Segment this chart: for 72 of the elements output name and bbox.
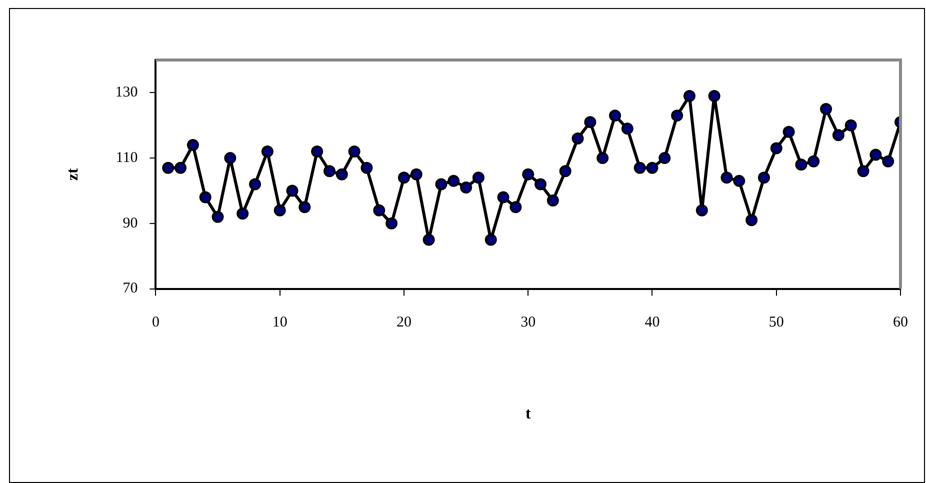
point (261, 146, 274, 158)
point (162, 162, 174, 174)
point (770, 142, 782, 154)
point (559, 165, 572, 178)
point (286, 184, 298, 197)
point (510, 201, 522, 214)
y-tick-label: 90 (122, 215, 138, 232)
x-tick-label: 30 (520, 314, 536, 331)
point (422, 234, 435, 246)
point (224, 152, 236, 164)
point (572, 132, 584, 144)
point (386, 217, 398, 230)
point (435, 178, 448, 190)
point (782, 126, 795, 138)
point (497, 191, 510, 204)
x-axis-title: t (525, 406, 532, 423)
point (708, 90, 720, 102)
point (832, 129, 844, 142)
x-tick-label: 50 (768, 314, 784, 331)
x-tick-label: 10 (272, 314, 288, 331)
point (360, 162, 373, 174)
point (199, 191, 212, 204)
point (460, 181, 472, 194)
point (696, 204, 708, 216)
point (646, 162, 658, 174)
point (174, 162, 187, 174)
point (348, 146, 360, 158)
point (671, 110, 684, 122)
point (546, 194, 559, 207)
point (298, 201, 311, 214)
point (795, 158, 808, 171)
point (870, 148, 882, 161)
point (249, 178, 262, 190)
point (746, 214, 758, 226)
point (472, 172, 484, 184)
x-tick-label: 60 (893, 314, 908, 331)
x-tick-label: 40 (644, 314, 660, 331)
point (758, 172, 770, 184)
point (584, 116, 596, 128)
point (683, 90, 696, 102)
y-tick-label: 110 (116, 150, 138, 166)
point (720, 172, 733, 184)
point (311, 146, 324, 158)
point (236, 208, 249, 220)
point (857, 165, 870, 178)
point (820, 103, 832, 116)
point (323, 165, 336, 178)
point (658, 152, 671, 164)
point (808, 155, 820, 168)
x-tick-label: 0 (152, 314, 160, 331)
point (733, 174, 746, 187)
point (882, 155, 894, 168)
point (336, 168, 348, 180)
point (534, 178, 547, 190)
point (410, 168, 422, 180)
point (621, 122, 634, 135)
point (484, 234, 497, 246)
point (596, 152, 609, 164)
point (186, 138, 199, 151)
point (844, 119, 857, 132)
y-tick-label: 130 (115, 84, 138, 101)
point (274, 204, 286, 216)
x-tick-label: 20 (396, 314, 412, 331)
point (522, 168, 534, 180)
point (608, 110, 621, 122)
y-axis-title: zt (64, 168, 82, 181)
point (398, 172, 410, 184)
point (212, 210, 224, 223)
point (448, 174, 460, 187)
point (634, 162, 646, 174)
y-tick-label: 70 (122, 280, 138, 297)
point (373, 204, 386, 216)
